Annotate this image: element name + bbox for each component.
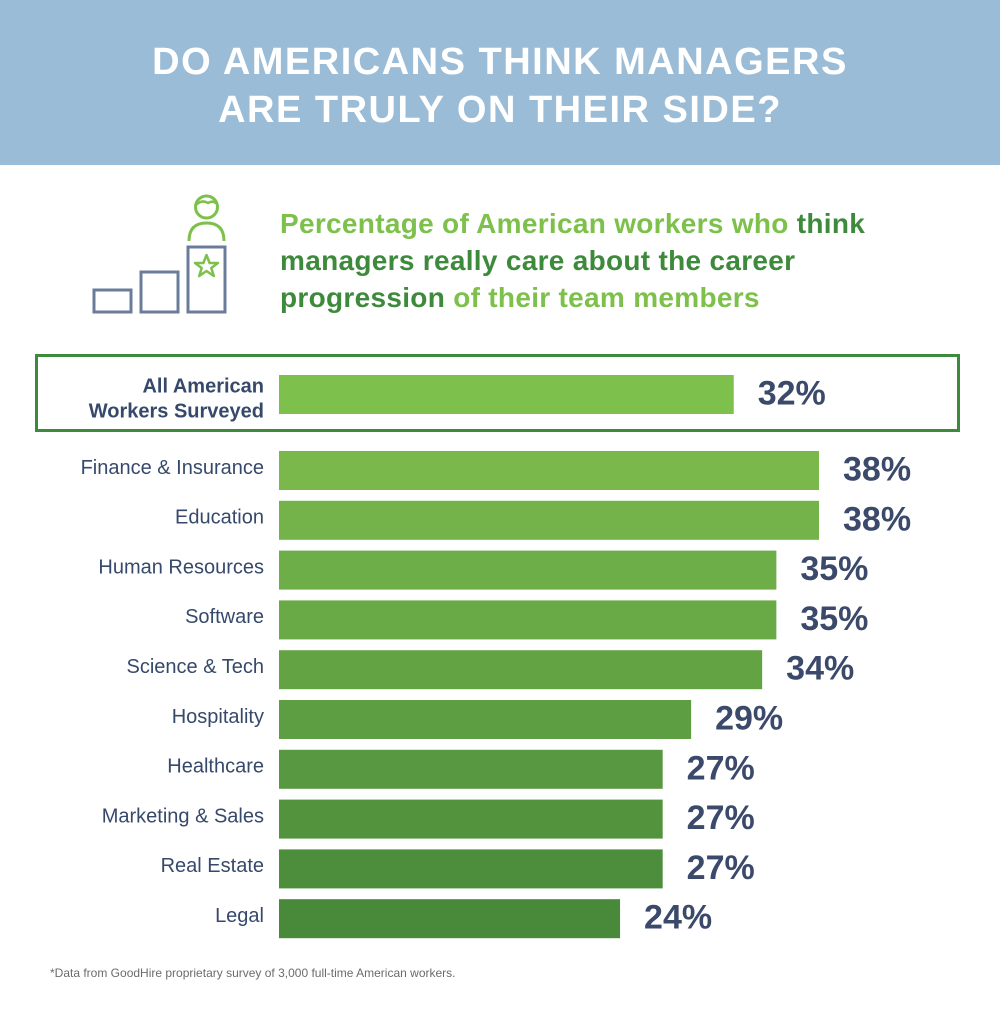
subtitle-part-2: think: [796, 208, 866, 239]
bar: [279, 749, 663, 789]
bar: [279, 700, 692, 739]
category-label: Healthcare: [167, 756, 264, 778]
category-label: Education: [175, 507, 264, 529]
bar-all-workers: [279, 375, 734, 414]
subtitle-part-1: Percentage of American workers who: [280, 208, 797, 239]
category-label: Hospitality: [172, 706, 264, 728]
career-podium-icon: [86, 190, 236, 320]
data-label: 38%: [843, 500, 911, 538]
data-label: 35%: [800, 550, 868, 588]
bar: [279, 849, 663, 889]
category-label: Science & Tech: [127, 656, 265, 678]
category-label: Legal: [215, 905, 264, 927]
bar: [279, 650, 763, 690]
page-title-line-1: DO AMERICANS THINK MANAGERS: [152, 41, 848, 83]
bar: [279, 451, 819, 490]
data-label: 27%: [687, 799, 755, 837]
title-banner: DO AMERICANS THINK MANAGERS ARE TRULY ON…: [0, 0, 1000, 165]
bar: [279, 500, 819, 540]
subtitle-part-4: progression: [280, 282, 446, 313]
data-label: 38%: [843, 450, 911, 488]
subtitle-part-5: of their team members: [445, 282, 760, 313]
bar: [279, 550, 777, 590]
subtitle-part-3: managers really care about the career: [280, 245, 796, 276]
bar: [279, 600, 777, 640]
chart-subtitle: Percentage of American workers who think…: [280, 205, 980, 316]
footnote: *Data from GoodHire proprietary survey o…: [50, 966, 456, 980]
data-label-all-workers: 32%: [758, 374, 826, 412]
bar: [279, 799, 663, 839]
category-label: Finance & Insurance: [81, 457, 264, 479]
highlight-box: [35, 354, 960, 432]
category-label: Marketing & Sales: [102, 805, 264, 827]
bar: [279, 899, 621, 939]
category-label: Real Estate: [161, 855, 264, 877]
data-label: 34%: [786, 650, 854, 688]
category-label: Software: [185, 606, 264, 628]
category-label: Human Resources: [98, 556, 264, 578]
page-title-line-2: ARE TRULY ON THEIR SIDE?: [218, 89, 782, 131]
data-label: 24%: [644, 899, 712, 937]
highlight-label-line-1: All American: [142, 375, 264, 397]
data-label: 29%: [715, 699, 783, 737]
data-label: 27%: [687, 849, 755, 887]
data-label: 35%: [800, 600, 868, 638]
data-label: 27%: [687, 749, 755, 787]
highlight-label-line-2: Workers Surveyed: [89, 400, 264, 422]
